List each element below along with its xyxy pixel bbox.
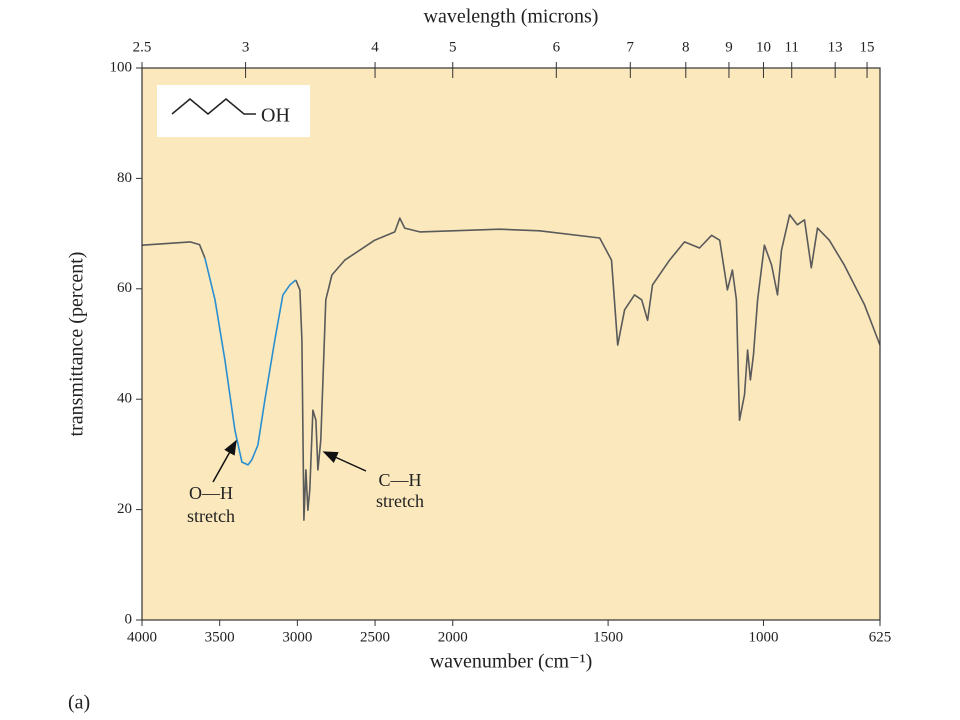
y-tick-label: 100 (110, 59, 133, 75)
x2-tick-label: 8 (682, 39, 690, 55)
x2-tick-label: 3 (242, 39, 250, 55)
x2-tick-label: 4 (371, 39, 379, 55)
x-tick-label: 2000 (438, 629, 468, 645)
y-tick-label: 0 (125, 611, 133, 627)
x-tick-label: 1500 (593, 629, 623, 645)
x-tick-label: 3500 (205, 629, 235, 645)
spectrum-line (141, 214, 881, 521)
annotation-arrow (322, 451, 367, 472)
x-tick-label: 4000 (127, 629, 157, 645)
x2-axis-label: wavelength (microns) (424, 6, 599, 28)
y-tick-label: 20 (117, 501, 132, 517)
x2-tick-label: 15 (860, 39, 875, 55)
x-tick-label: 3000 (282, 629, 312, 645)
y-axis-label: transmittance (percent) (66, 252, 88, 437)
caption: (a) (68, 692, 90, 714)
y-tick-label: 60 (117, 280, 132, 296)
spectrum-line (204, 257, 297, 466)
x2-tick-label: 6 (553, 39, 561, 55)
molecule-skeleton (171, 98, 256, 115)
x2-tick-label: 9 (725, 39, 733, 55)
annotation-arrow (212, 439, 237, 483)
annotation: stretch (187, 506, 235, 526)
x2-tick-label: 5 (449, 39, 457, 55)
inset-box (157, 85, 310, 137)
x-axis-label: wavenumber (cm⁻¹) (430, 651, 593, 673)
molecule-label: OH (261, 105, 290, 127)
annotation: C—H (378, 470, 421, 490)
x2-tick-label: 7 (627, 39, 635, 55)
annotation: O—H (189, 483, 233, 503)
plot-frame (141, 67, 881, 621)
y-tick-label: 40 (117, 391, 132, 407)
x2-tick-label: 13 (828, 39, 843, 55)
plot-area (142, 68, 880, 620)
annotation: stretch (376, 491, 424, 511)
x-tick-label: 1000 (748, 629, 778, 645)
y-tick-label: 80 (117, 170, 132, 186)
x2-tick-label: 10 (756, 39, 771, 55)
x2-tick-label: 11 (784, 39, 798, 55)
x-tick-label: 2500 (360, 629, 390, 645)
x2-tick-label: 2.5 (133, 39, 152, 55)
x-tick-label: 625 (869, 629, 892, 645)
